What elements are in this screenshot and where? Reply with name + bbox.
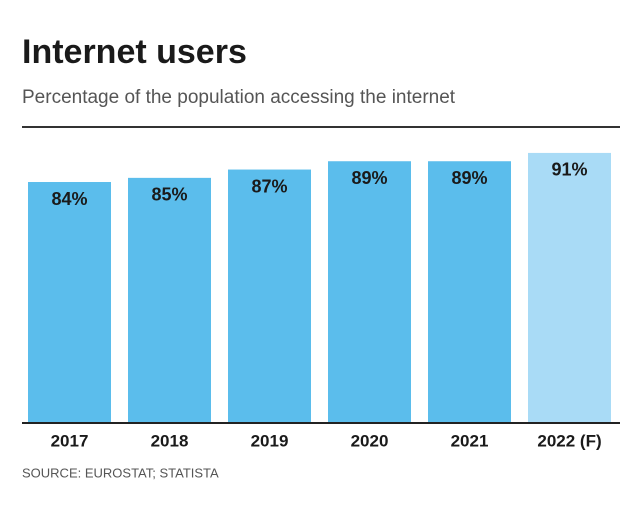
bar: [428, 161, 511, 423]
bar: [28, 182, 111, 423]
value-label: 91%: [551, 160, 587, 180]
x-tick-label: 2020: [351, 431, 389, 450]
source-note: SOURCE: EUROSTAT; STATISTA: [22, 465, 219, 480]
x-tick-label: 2022 (F): [537, 431, 601, 450]
chart-title: Internet users: [22, 33, 247, 71]
x-tick-label: 2019: [251, 431, 289, 450]
x-tick-label: 2018: [151, 431, 189, 450]
value-label: 89%: [351, 168, 387, 188]
bar: [328, 161, 411, 423]
chart-subtitle: Percentage of the population accessing t…: [22, 87, 456, 108]
value-label: 85%: [151, 185, 187, 205]
x-tick-label: 2017: [51, 431, 89, 450]
bar: [128, 177, 211, 423]
value-label: 89%: [451, 168, 487, 188]
x-tick-label: 2021: [451, 431, 489, 450]
bar: [528, 152, 611, 424]
bar: [228, 169, 311, 423]
value-label: 87%: [251, 176, 287, 196]
value-label: 84%: [51, 189, 87, 209]
